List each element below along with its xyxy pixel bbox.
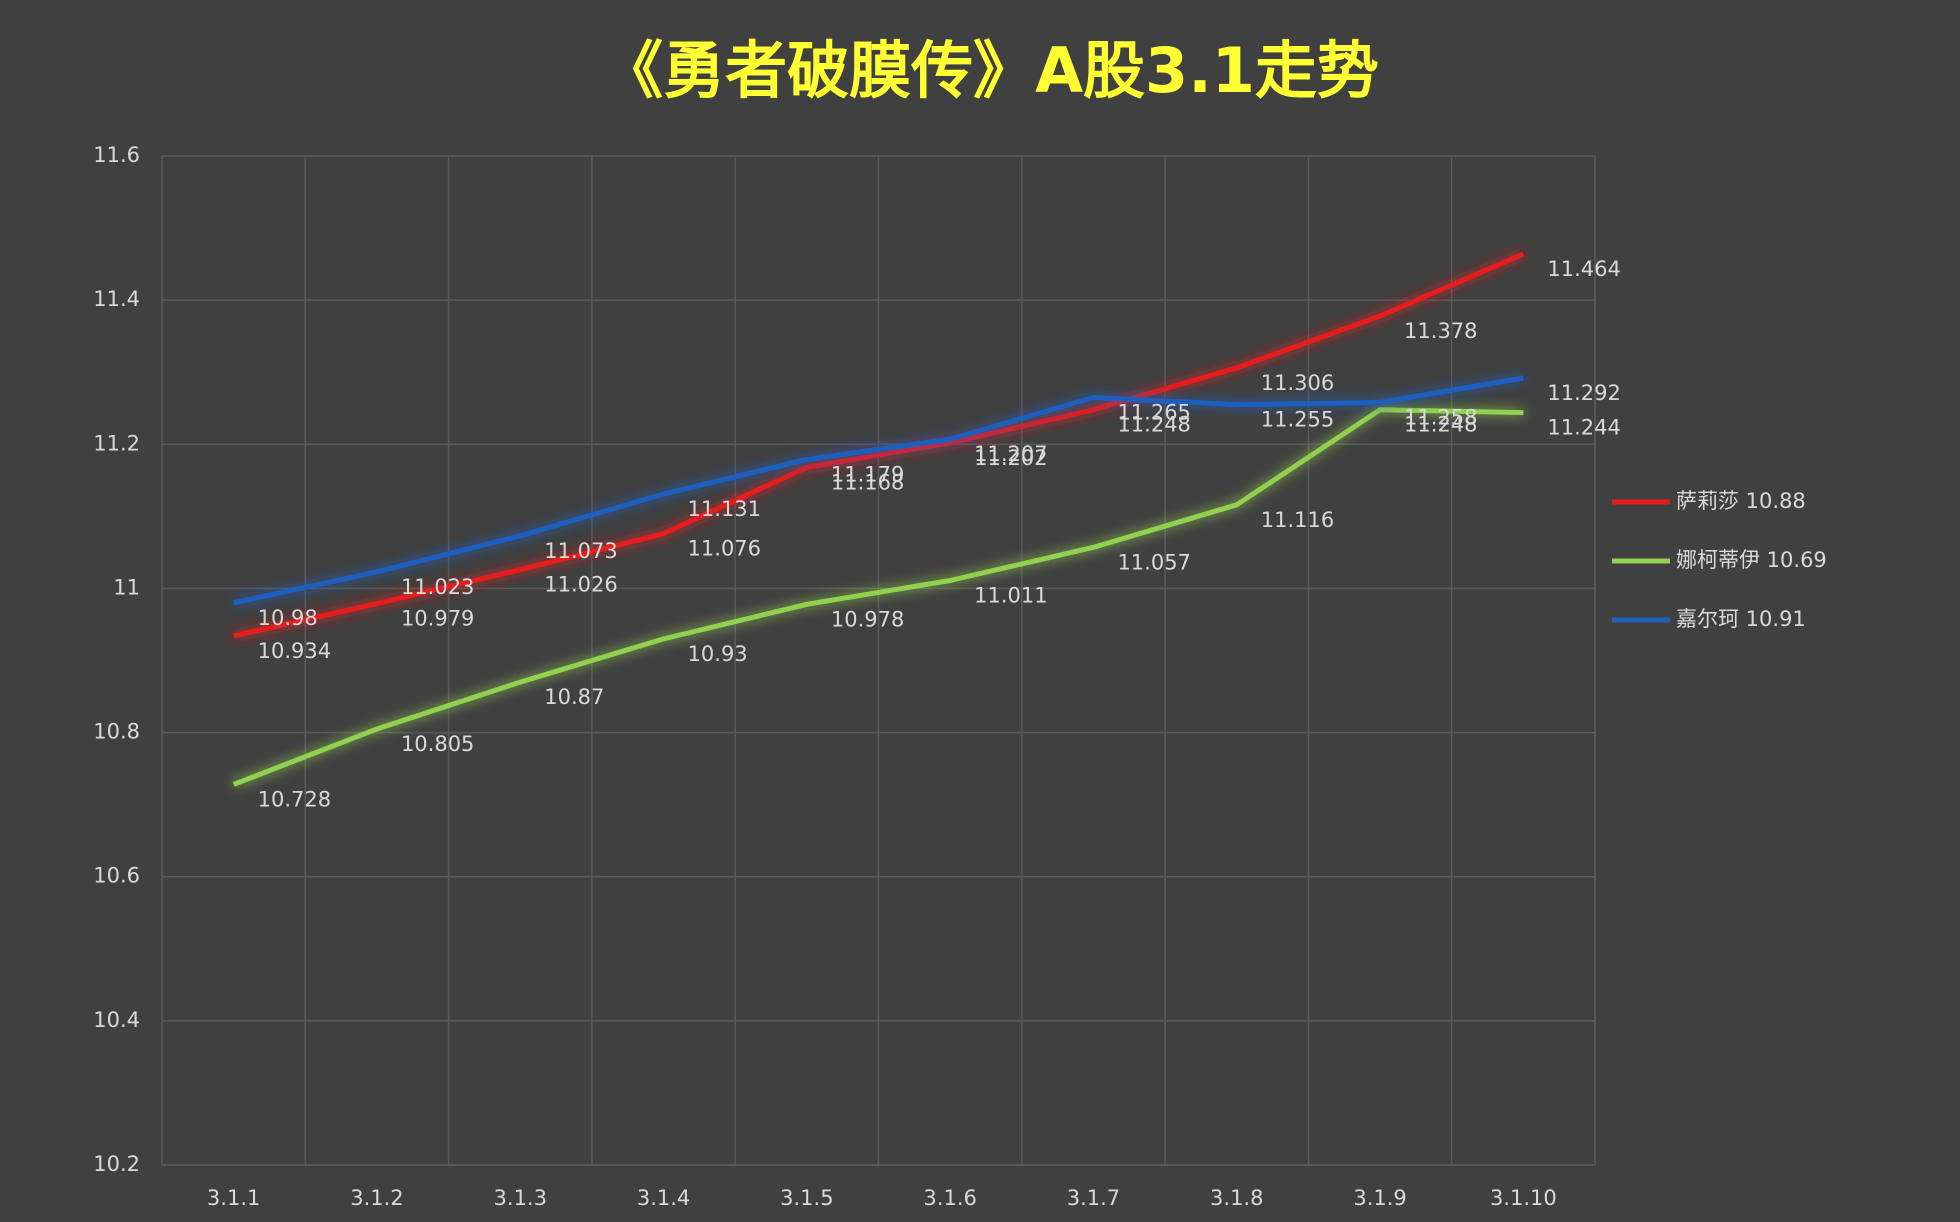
data-label: 11.116 (1261, 508, 1334, 532)
legend-label: 娜柯蒂伊 10.69 (1676, 548, 1827, 572)
data-label: 11.292 (1547, 381, 1620, 405)
data-label: 11.265 (1117, 400, 1190, 424)
y-tick-label: 11.6 (93, 143, 140, 167)
x-tick-label: 3.1.2 (350, 1186, 403, 1210)
data-label: 11.011 (974, 584, 1047, 608)
data-label: 11.378 (1404, 319, 1477, 343)
data-label: 11.057 (1117, 550, 1190, 574)
data-label: 10.805 (401, 732, 474, 756)
x-tick-label: 3.1.5 (780, 1186, 833, 1210)
y-tick-label: 10.8 (93, 720, 140, 744)
y-tick-label: 11 (113, 575, 140, 599)
data-label: 10.978 (831, 607, 904, 631)
data-label: 11.207 (974, 442, 1047, 466)
data-label: 11.464 (1547, 257, 1620, 281)
series-line (233, 251, 1525, 639)
data-label: 11.026 (544, 573, 617, 597)
data-label: 10.98 (258, 606, 318, 630)
data-label: 11.202 (974, 446, 1047, 470)
x-tick-label: 3.1.1 (207, 1186, 260, 1210)
data-label: 11.179 (831, 462, 904, 486)
x-tick-label: 3.1.7 (1067, 1186, 1120, 1210)
data-label: 11.306 (1261, 371, 1334, 395)
legend-label: 嘉尔珂 10.91 (1676, 607, 1806, 631)
series-line (233, 375, 1524, 606)
legend-label: 萨莉莎 10.88 (1676, 489, 1806, 513)
data-label: 11.248 (1404, 413, 1477, 437)
data-label: 11.244 (1547, 416, 1620, 440)
data-label: 10.934 (258, 639, 331, 663)
data-label: 11.023 (401, 575, 474, 599)
x-tick-label: 3.1.9 (1353, 1186, 1406, 1210)
data-label: 11.131 (688, 497, 761, 521)
y-tick-label: 10.4 (93, 1008, 140, 1032)
series-line (232, 407, 1524, 787)
data-label: 11.073 (544, 539, 617, 563)
data-label: 10.979 (401, 607, 474, 631)
y-tick-label: 10.6 (93, 864, 140, 888)
data-label: 11.255 (1261, 408, 1334, 432)
data-label: 11.168 (831, 470, 904, 494)
data-label: 11.258 (1404, 405, 1477, 429)
chart-title: 《勇者破膜传》A股3.1走势 (601, 34, 1379, 107)
data-label: 10.87 (544, 685, 604, 709)
x-tick-label: 3.1.4 (637, 1186, 690, 1210)
y-tick-label: 11.4 (93, 287, 140, 311)
x-tick-label: 3.1.3 (494, 1186, 547, 1210)
x-tick-label: 3.1.10 (1490, 1186, 1557, 1210)
y-tick-label: 11.2 (93, 431, 140, 455)
data-label: 11.076 (688, 537, 761, 561)
data-label: 10.728 (258, 787, 331, 811)
y-tick-label: 10.2 (93, 1152, 140, 1176)
data-label: 10.93 (688, 642, 748, 666)
x-tick-label: 3.1.8 (1210, 1186, 1263, 1210)
data-label: 11.248 (1117, 413, 1190, 437)
x-tick-label: 3.1.6 (923, 1186, 976, 1210)
